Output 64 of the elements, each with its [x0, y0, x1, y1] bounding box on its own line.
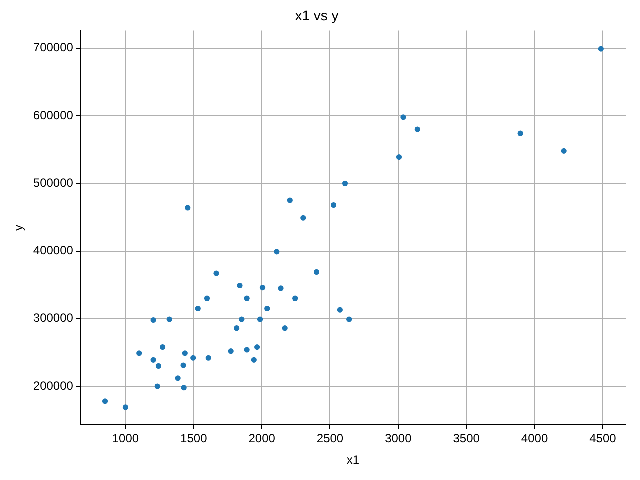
point: [154, 384, 160, 390]
point: [228, 348, 234, 354]
point: [337, 307, 343, 313]
y-tick-label: 300000: [33, 311, 74, 326]
x-tick-label: 4000: [521, 432, 548, 446]
point: [136, 350, 142, 356]
x-tick-label: 1500: [180, 432, 208, 446]
point: [234, 326, 240, 332]
point: [260, 284, 266, 291]
y-tick-label: 700000: [33, 40, 74, 55]
point: [396, 154, 402, 160]
point: [257, 316, 264, 322]
point: [206, 355, 212, 361]
point: [300, 215, 306, 221]
chart-title: x1 vs y: [295, 7, 339, 24]
x-axis-title: x1: [346, 453, 360, 468]
point: [292, 296, 298, 302]
point: [150, 357, 156, 363]
x-tick-label: 1000: [112, 432, 140, 446]
point: [150, 317, 156, 324]
y-tick-label: 400000: [33, 244, 74, 258]
point: [400, 114, 406, 120]
point: [346, 316, 352, 322]
x-tick-label: 4500: [590, 432, 617, 446]
x-tick-label: 2500: [316, 432, 344, 446]
point: [181, 385, 187, 391]
point: [122, 404, 129, 410]
point: [251, 357, 257, 363]
point: [287, 198, 293, 204]
point: [282, 326, 288, 332]
point: [237, 282, 243, 289]
y-tick-label: 600000: [33, 108, 74, 122]
x-tick-label: 3000: [385, 432, 412, 446]
y-tick-label: 500000: [33, 176, 74, 190]
y-axis-title: y: [12, 225, 26, 231]
point: [244, 347, 250, 353]
point: [274, 249, 280, 255]
x-tick-label: 3500: [453, 432, 480, 446]
point: [264, 306, 270, 312]
point: [166, 316, 172, 322]
point: [518, 130, 524, 136]
point: [180, 362, 186, 368]
point: [342, 180, 348, 186]
y-tick-label: 200000: [33, 378, 74, 393]
point: [185, 205, 191, 211]
point: [214, 270, 220, 276]
x-tick-label: 2000: [248, 432, 276, 446]
point: [175, 376, 181, 382]
point: [314, 269, 320, 276]
point: [182, 350, 188, 356]
point: [195, 306, 201, 312]
point: [204, 296, 210, 302]
point: [160, 344, 166, 350]
point: [254, 344, 260, 350]
point: [598, 46, 604, 52]
point: [414, 126, 420, 132]
point: [330, 202, 337, 208]
point: [102, 398, 108, 404]
point: [190, 355, 196, 361]
point: [561, 148, 567, 154]
point: [239, 316, 245, 322]
point: [244, 296, 250, 302]
point: [156, 363, 162, 370]
point: [278, 286, 284, 292]
